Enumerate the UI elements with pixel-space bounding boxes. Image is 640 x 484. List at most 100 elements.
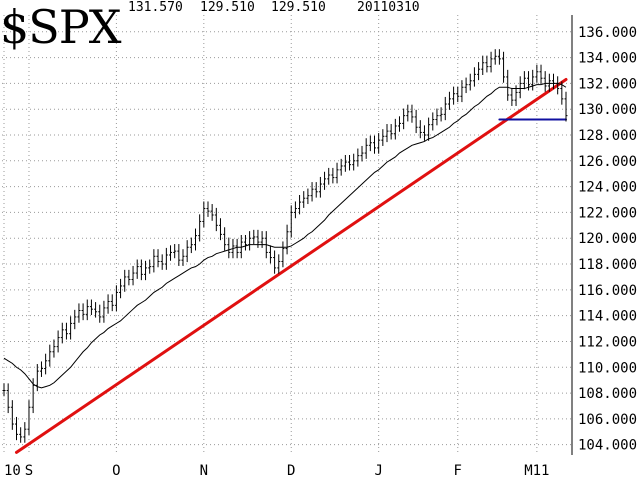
y-tick-label: 104.000	[578, 438, 637, 454]
price-bar	[189, 237, 193, 254]
price-bar	[356, 148, 360, 167]
price-bar	[298, 195, 302, 215]
y-tick-label: 120.000	[578, 231, 637, 247]
price-bar	[31, 378, 35, 414]
price-bar	[427, 117, 431, 141]
price-bar	[522, 71, 526, 90]
price-bar	[2, 383, 6, 397]
price-bar	[406, 104, 410, 122]
annotations	[14, 78, 568, 454]
price-bar	[518, 76, 522, 99]
price-bar	[431, 112, 435, 131]
price-bar	[81, 303, 85, 321]
price-bar	[489, 51, 493, 73]
price-bar	[252, 229, 256, 245]
y-tick-label: 116.000	[578, 283, 637, 299]
price-bar	[414, 109, 418, 134]
price-bar	[239, 235, 243, 259]
price-bar	[52, 339, 56, 358]
price-bar	[89, 299, 93, 315]
price-bar	[19, 427, 23, 443]
price-bar	[348, 155, 352, 171]
price-bar	[264, 231, 268, 259]
price-bar	[422, 125, 426, 141]
price-bar	[443, 96, 447, 121]
price-bar	[268, 245, 272, 264]
y-tick-label: 118.000	[578, 257, 637, 273]
price-bar	[94, 302, 98, 318]
price-bar	[223, 227, 227, 251]
price-bar	[314, 182, 318, 198]
y-tick-label: 130.000	[578, 102, 637, 118]
y-tick-label: 110.000	[578, 360, 637, 376]
price-bar	[206, 201, 210, 217]
price-bar	[306, 188, 310, 205]
price-bar	[364, 138, 368, 159]
price-bar	[352, 153, 356, 171]
price-bar	[318, 176, 322, 198]
price-bar	[235, 238, 239, 259]
price-bar	[397, 116, 401, 132]
price-bar	[323, 171, 327, 190]
moving-average-series	[3, 82, 567, 389]
price-bar	[435, 108, 439, 126]
price-bar	[368, 135, 372, 152]
price-bar	[410, 104, 414, 123]
price-bar	[547, 73, 551, 92]
price-bar	[85, 299, 89, 321]
price-bar	[506, 69, 510, 101]
price-bar	[231, 238, 235, 259]
price-bar	[243, 235, 247, 251]
price-bar	[169, 245, 173, 261]
price-bar	[114, 285, 118, 312]
price-bar	[119, 278, 123, 299]
price-bar	[39, 361, 43, 377]
price-bar	[527, 71, 531, 91]
price-bar	[389, 124, 393, 140]
price-bar	[377, 133, 381, 154]
x-tick-label: J	[374, 463, 382, 479]
price-bar	[98, 304, 102, 323]
price-bar	[27, 400, 31, 435]
price-bar	[439, 107, 443, 122]
price-bar	[531, 69, 535, 91]
price-bar	[285, 224, 289, 255]
x-axis-ticks: 10 S O N D J F M11	[4, 463, 550, 479]
price-bar	[360, 145, 364, 162]
price-bar	[256, 229, 260, 248]
price-bar	[514, 85, 518, 106]
price-bar	[343, 155, 347, 172]
price-bar	[493, 49, 497, 65]
price-bar	[447, 91, 451, 110]
price-bar	[468, 73, 472, 91]
price-bar	[152, 249, 156, 273]
price-bar	[139, 259, 143, 281]
trendline	[14, 78, 568, 454]
x-tick-label: F	[454, 463, 462, 479]
price-bar	[497, 49, 501, 65]
price-bar	[485, 55, 489, 73]
y-tick-label: 126.000	[578, 154, 637, 170]
x-tick-label: 10	[4, 463, 21, 479]
price-bar	[481, 55, 485, 75]
chart-symbol-title: $SPX	[0, 0, 121, 54]
price-bar	[464, 77, 468, 94]
price-bar	[560, 81, 564, 105]
price-bar	[260, 231, 264, 248]
price-bar	[327, 167, 331, 185]
price-bar	[477, 62, 481, 81]
price-bar	[543, 71, 547, 92]
price-bar	[64, 322, 68, 340]
price-bar	[339, 158, 343, 176]
price-bar	[173, 244, 177, 259]
price-bar	[460, 80, 464, 103]
price-bar	[6, 383, 10, 414]
price-bar	[35, 364, 39, 392]
price-bar	[373, 135, 377, 154]
y-tick-label: 124.000	[578, 180, 637, 196]
price-bar	[535, 64, 539, 83]
price-bar	[381, 129, 385, 146]
price-bar	[56, 330, 60, 353]
